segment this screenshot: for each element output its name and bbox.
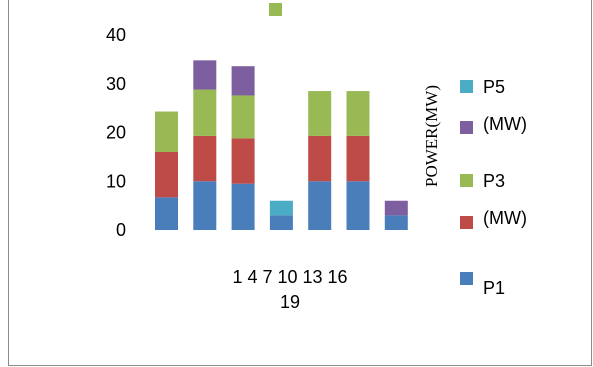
legend-label: P1 [483, 278, 505, 298]
legend-marker-p2 [460, 216, 473, 229]
bar-segment-p5-10 [269, 200, 293, 216]
y-axis: 0 10 20 30 40 [106, 25, 126, 240]
legend-label: (MW) [483, 114, 527, 134]
bar-segment-p1-19 [384, 215, 408, 230]
legend: P5 (MW) P3 (MW) P1 [460, 77, 527, 298]
legend-label: P3 [483, 171, 505, 191]
bar-segment-p3-1 [155, 111, 178, 152]
y-tick-label: 40 [106, 25, 126, 45]
y-tick-label: 20 [106, 123, 126, 143]
bar-segment-p2-16 [346, 135, 370, 182]
legend-label: (MW) [483, 208, 527, 228]
bar-segment-p2-4 [193, 135, 217, 182]
legend-marker-p4 [460, 121, 473, 134]
y-tick-label: 0 [116, 220, 126, 240]
bar-segment-p3-16 [346, 91, 370, 136]
stacked-bar-chart: 0 10 20 30 40 1 4 7 10 13 16 19 POWER(MW) P5… [106, 3, 527, 312]
chart-area: 0 10 20 30 40 1 4 7 10 13 16 19 POWER(MW) P5… [8, 0, 592, 366]
y-axis-title: POWER(MW) [422, 85, 441, 187]
legend-marker-p5 [460, 80, 473, 93]
bar-segment-p1-10 [269, 215, 293, 230]
bar-segment-p4-19 [384, 200, 408, 216]
bar-segment-p4-7 [231, 66, 255, 96]
bar-segment-p3-7 [231, 95, 255, 139]
legend-marker-p1 [460, 272, 473, 285]
y-tick-label: 10 [106, 171, 126, 191]
bar-segment-p1-1 [155, 197, 178, 230]
bar-segment-p1-16 [346, 181, 370, 230]
x-tick-labels-row1: 1 4 7 10 13 16 [232, 267, 347, 287]
y-tick-label: 30 [106, 74, 126, 94]
bar-segment-p1-4 [193, 181, 217, 230]
bar-segment-p1-13 [308, 181, 332, 230]
series-marker [269, 3, 282, 16]
bar-segment-p3-4 [193, 89, 217, 136]
legend-marker-p3 [460, 174, 473, 187]
x-tick-labels-row2: 19 [280, 292, 300, 312]
bar-segment-p2-7 [231, 138, 255, 184]
bars [155, 60, 408, 230]
bar-segment-p2-1 [155, 152, 178, 198]
bar-segment-p3-13 [308, 91, 332, 136]
bar-segment-p1-7 [231, 183, 255, 230]
bar-segment-p4-4 [193, 60, 217, 90]
legend-label: P5 [483, 77, 505, 97]
bar-segment-p2-13 [308, 135, 332, 182]
